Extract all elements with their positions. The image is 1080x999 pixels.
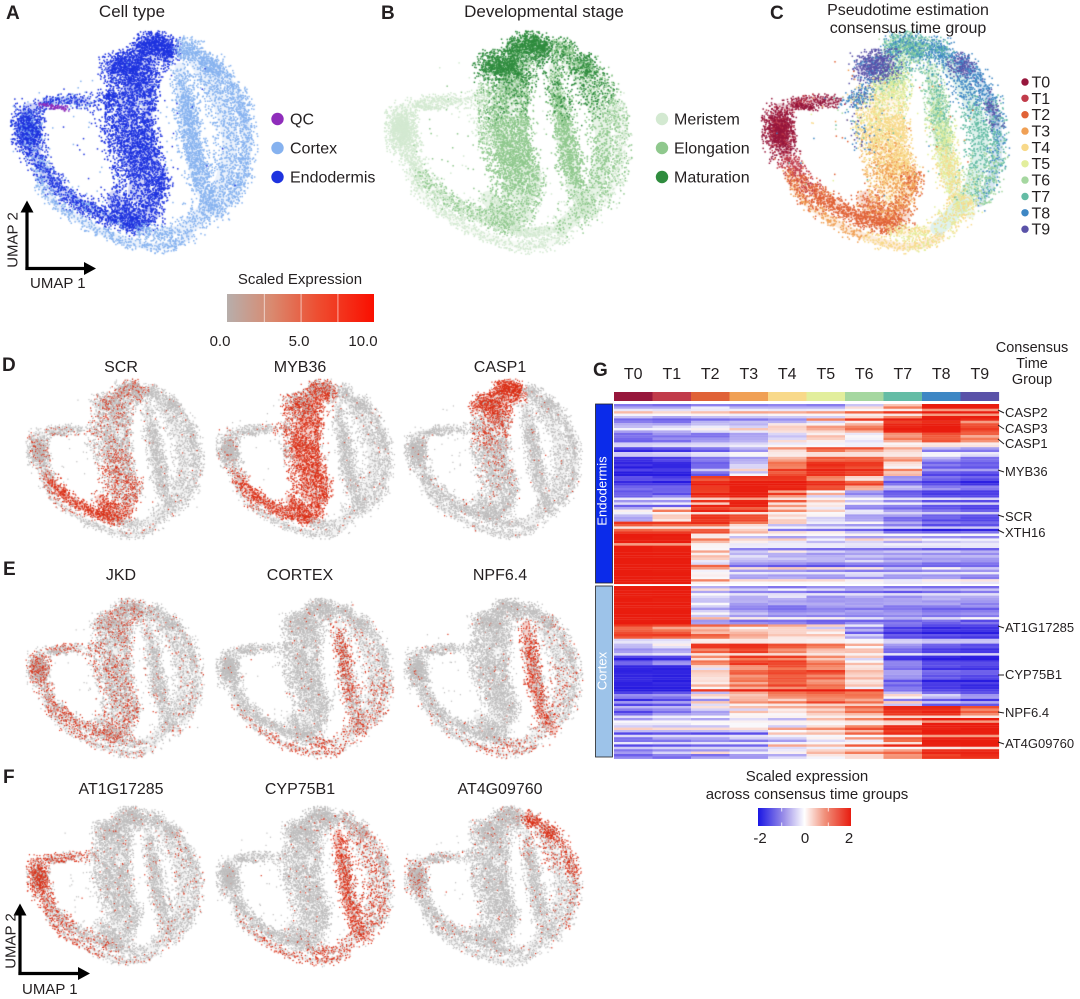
svg-text:AT1G17285: AT1G17285 <box>1005 620 1074 635</box>
svg-text:Endodermis: Endodermis <box>290 170 375 187</box>
svg-text:0: 0 <box>801 830 809 847</box>
svg-text:T7: T7 <box>893 366 912 383</box>
svg-text:XTH16: XTH16 <box>1005 525 1045 540</box>
svg-text:10.0: 10.0 <box>348 333 377 350</box>
svg-text:NPF6.4: NPF6.4 <box>473 567 527 584</box>
svg-text:-2: -2 <box>753 830 766 847</box>
svg-text:Group: Group <box>1012 372 1052 388</box>
svg-text:T6: T6 <box>1032 173 1051 190</box>
svg-text:Elongation: Elongation <box>674 141 750 158</box>
svg-text:T0: T0 <box>1032 75 1051 92</box>
svg-text:UMAP 1: UMAP 1 <box>22 981 78 998</box>
svg-text:Scaled expression: Scaled expression <box>746 768 869 785</box>
svg-text:SCR: SCR <box>1005 509 1032 524</box>
svg-text:CASP2: CASP2 <box>1005 405 1048 420</box>
svg-text:0.0: 0.0 <box>210 333 231 350</box>
svg-text:UMAP 2: UMAP 2 <box>5 212 22 268</box>
svg-text:Cortex: Cortex <box>595 651 610 690</box>
svg-text:CASP1: CASP1 <box>1005 436 1048 451</box>
svg-text:T2: T2 <box>1032 107 1051 124</box>
svg-text:T4: T4 <box>778 366 797 383</box>
svg-text:consensus time group: consensus time group <box>830 20 987 37</box>
svg-text:Consensus: Consensus <box>996 340 1069 356</box>
svg-text:D: D <box>2 355 16 376</box>
svg-text:T5: T5 <box>816 366 835 383</box>
svg-text:CYP75B1: CYP75B1 <box>265 781 335 798</box>
svg-text:5.0: 5.0 <box>289 333 310 350</box>
svg-text:Cell type: Cell type <box>99 2 165 21</box>
svg-text:A: A <box>6 3 20 24</box>
svg-text:G: G <box>593 360 608 381</box>
svg-text:T6: T6 <box>855 366 874 383</box>
svg-text:E: E <box>3 559 16 580</box>
svg-text:T8: T8 <box>1032 205 1051 222</box>
svg-text:T9: T9 <box>970 366 989 383</box>
svg-text:Endodermis: Endodermis <box>595 456 610 526</box>
svg-text:C: C <box>770 3 784 24</box>
svg-text:B: B <box>381 3 395 24</box>
svg-text:Pseudotime estimation: Pseudotime estimation <box>827 2 989 19</box>
svg-text:Maturation: Maturation <box>674 170 750 187</box>
svg-text:AT4G09760: AT4G09760 <box>1005 736 1074 751</box>
svg-text:T9: T9 <box>1032 222 1051 239</box>
svg-text:SCR: SCR <box>104 359 138 376</box>
svg-text:JKD: JKD <box>106 567 136 584</box>
svg-text:T2: T2 <box>701 366 720 383</box>
svg-text:T0: T0 <box>624 366 643 383</box>
svg-text:T4: T4 <box>1032 140 1051 157</box>
svg-text:CASP1: CASP1 <box>474 359 527 376</box>
svg-text:T3: T3 <box>739 366 758 383</box>
svg-text:Developmental stage: Developmental stage <box>464 2 624 21</box>
svg-text:T3: T3 <box>1032 124 1051 141</box>
svg-text:Time: Time <box>1016 356 1048 372</box>
svg-text:NPF6.4: NPF6.4 <box>1005 705 1049 720</box>
svg-text:T5: T5 <box>1032 156 1051 173</box>
svg-text:2: 2 <box>845 830 853 847</box>
svg-text:Meristem: Meristem <box>674 112 740 129</box>
svg-text:T1: T1 <box>662 366 681 383</box>
svg-text:MYB36: MYB36 <box>1005 464 1048 479</box>
svg-text:UMAP 2: UMAP 2 <box>3 913 20 969</box>
svg-text:across consensus time groups: across consensus time groups <box>706 786 909 803</box>
svg-text:F: F <box>3 767 15 788</box>
svg-text:Cortex: Cortex <box>290 141 337 158</box>
svg-text:AT1G17285: AT1G17285 <box>78 781 163 798</box>
svg-text:T7: T7 <box>1032 189 1051 206</box>
svg-text:CYP75B1: CYP75B1 <box>1005 667 1062 682</box>
svg-text:T8: T8 <box>932 366 951 383</box>
svg-text:AT4G09760: AT4G09760 <box>457 781 542 798</box>
svg-text:Scaled Expression: Scaled Expression <box>238 271 362 288</box>
svg-text:CASP3: CASP3 <box>1005 421 1048 436</box>
svg-text:CORTEX: CORTEX <box>267 567 334 584</box>
svg-text:MYB36: MYB36 <box>274 359 327 376</box>
svg-text:UMAP 1: UMAP 1 <box>30 275 86 292</box>
svg-text:T1: T1 <box>1032 91 1051 108</box>
svg-text:QC: QC <box>290 112 314 129</box>
